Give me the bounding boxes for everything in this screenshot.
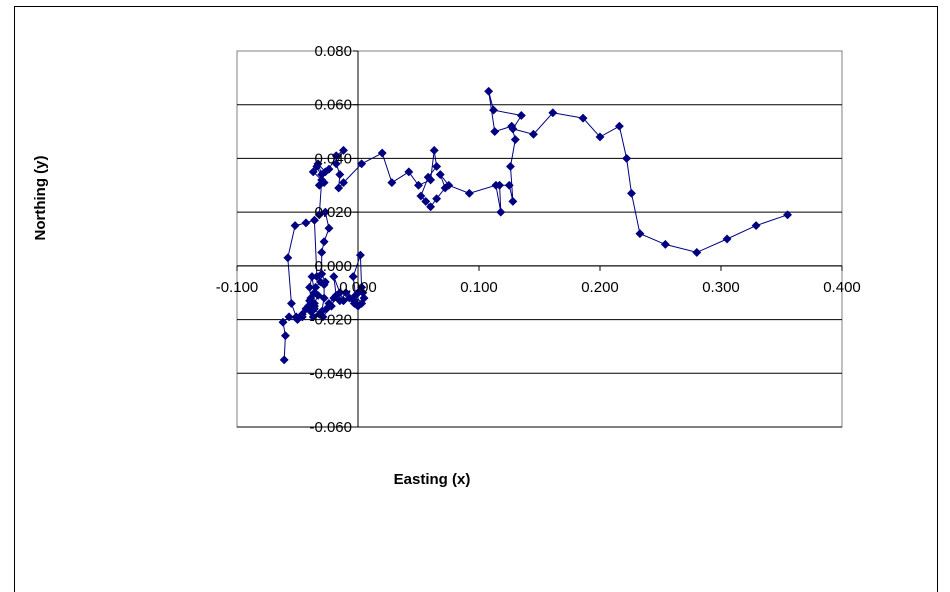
y-axis-title: Northing (y) [32, 156, 49, 241]
data-point [308, 167, 318, 177]
y-tick-label: 0.080 [314, 43, 352, 60]
data-point [507, 121, 517, 131]
chart-frame [14, 6, 938, 592]
data-point [329, 293, 339, 303]
data-point [660, 239, 670, 249]
x-tick-label: 0.200 [581, 279, 619, 296]
data-point [280, 331, 290, 341]
y-tick-label: -0.060 [309, 419, 352, 436]
data-point [338, 145, 349, 155]
data-point [317, 247, 327, 257]
data-point [622, 153, 632, 163]
data-point [279, 355, 289, 365]
data-point [297, 309, 307, 319]
data-point [510, 135, 520, 145]
data-point [578, 113, 588, 123]
data-point [331, 159, 341, 169]
y-tick-label: -0.040 [309, 365, 352, 382]
data-point [692, 247, 702, 257]
y-tick-label: -0.020 [309, 312, 352, 329]
data-point [722, 234, 732, 244]
data-point [355, 250, 365, 260]
data-point [357, 159, 367, 169]
data-point [329, 272, 339, 282]
data-point [305, 282, 315, 292]
x-tick-label: 0.100 [460, 279, 498, 296]
data-point [301, 304, 311, 314]
x-tick-label: 0.000 [339, 279, 377, 296]
tick-labels: -0.060 -0.040 -0.020 0.000 0.020 0.040 0.060 0.… [216, 43, 861, 436]
y-tick-label: 0.060 [314, 97, 352, 114]
data-point [341, 288, 351, 298]
data-point [334, 183, 344, 193]
data-point [320, 207, 330, 217]
data-point [490, 127, 500, 137]
data-point [440, 183, 450, 193]
data-point [286, 298, 297, 309]
data-point [614, 121, 624, 131]
data-point [426, 175, 436, 185]
data-point [319, 237, 329, 247]
data-point [349, 296, 359, 306]
data-point [311, 282, 321, 292]
data-point [626, 188, 637, 198]
data-point [314, 309, 324, 319]
data-point [278, 317, 288, 327]
data-point [377, 148, 387, 158]
data-point [309, 215, 319, 225]
data-point [484, 86, 494, 96]
data-point [496, 207, 506, 217]
data-point [528, 129, 539, 139]
data-point [635, 229, 645, 239]
data-point [331, 151, 341, 161]
data-point [432, 161, 442, 172]
data-point [319, 280, 329, 290]
data-point [595, 132, 605, 142]
data-point [435, 169, 445, 180]
data-point [307, 272, 317, 282]
data-point [404, 167, 414, 177]
y-tick-label: 0.000 [314, 258, 352, 275]
data-point [348, 272, 358, 282]
data-point [292, 315, 303, 325]
data-point [464, 188, 474, 198]
y-tick-label: 0.020 [314, 204, 352, 221]
data-point [432, 194, 442, 204]
data-point [317, 175, 327, 185]
data-point [312, 161, 322, 172]
x-tick-label: 0.300 [702, 279, 740, 296]
data-point [516, 110, 526, 121]
x-tick-label: 0.400 [823, 279, 861, 296]
data-point [413, 180, 424, 190]
data-point [508, 196, 518, 206]
data-point [301, 218, 311, 228]
data-point [421, 196, 431, 206]
x-axis-title: Easting (x) [394, 471, 471, 488]
y-tick-label: 0.040 [314, 150, 352, 167]
axes [236, 50, 843, 428]
data-point [488, 105, 499, 115]
data-series [278, 86, 793, 365]
data-point [321, 304, 332, 314]
data-point [504, 180, 514, 190]
data-point [319, 293, 329, 303]
data-point [429, 145, 439, 155]
data-point [387, 178, 397, 188]
data-point [548, 108, 558, 118]
data-point [491, 180, 501, 190]
data-point [751, 221, 761, 231]
data-point [416, 191, 426, 201]
data-point [353, 288, 363, 298]
data-point [505, 161, 516, 172]
data-point [782, 210, 793, 220]
x-tick-label: -0.100 [216, 279, 259, 296]
data-point [283, 253, 293, 263]
data-point [426, 202, 436, 212]
data-point [284, 312, 294, 322]
data-point [324, 223, 334, 233]
data-point [338, 178, 349, 188]
data-point [335, 169, 345, 180]
data-point [290, 221, 300, 231]
